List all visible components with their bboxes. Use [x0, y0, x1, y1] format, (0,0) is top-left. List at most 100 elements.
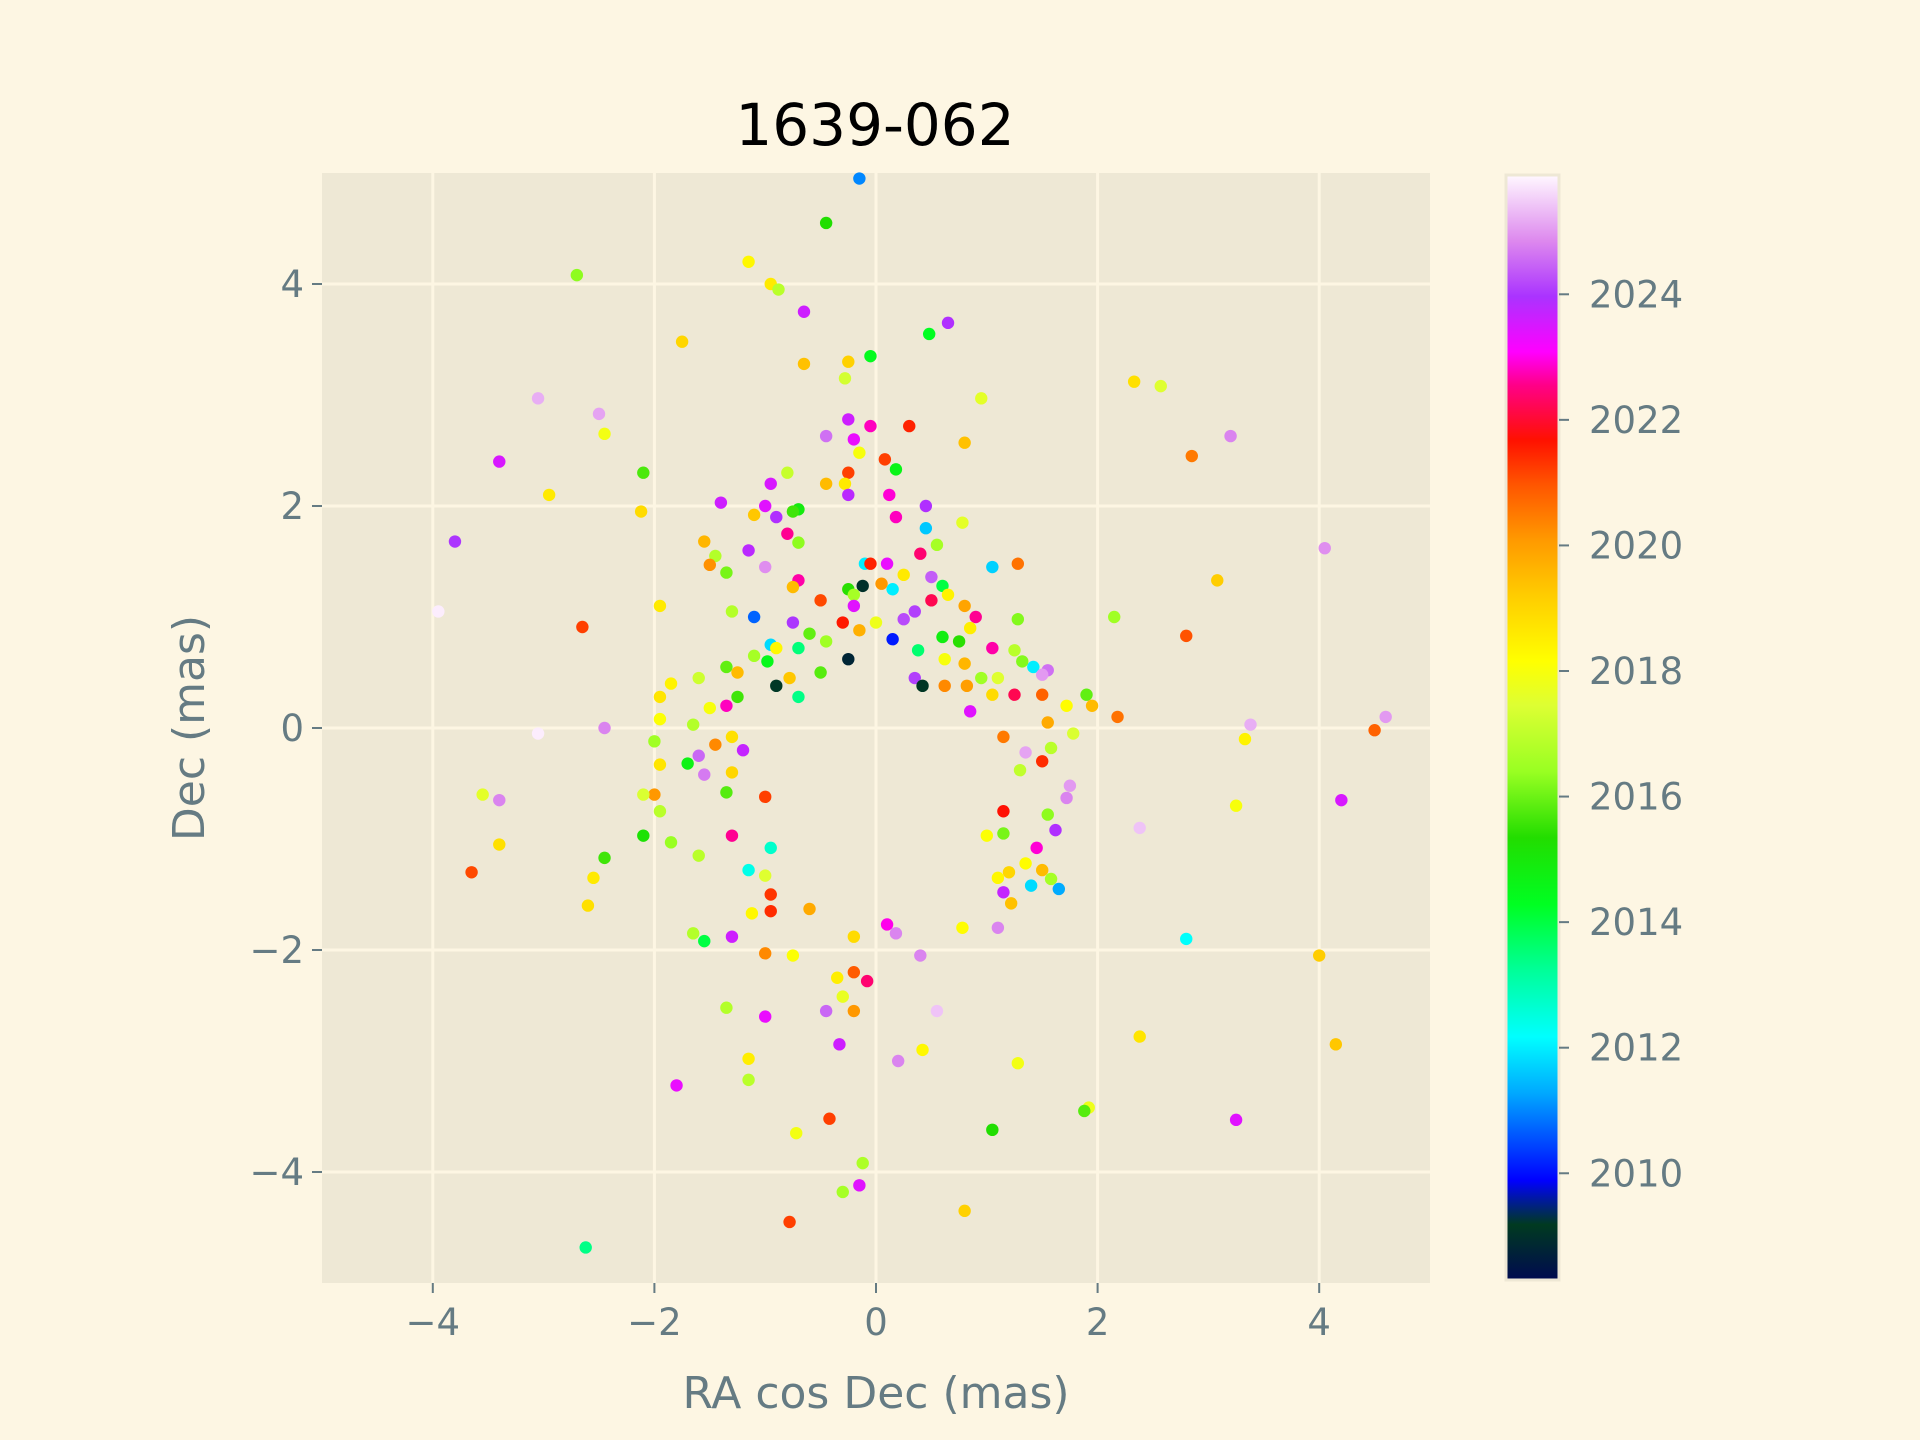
scatter-point [819, 477, 833, 490]
scatter-point [836, 990, 849, 1003]
scatter-point [1180, 932, 1193, 946]
scatter-point [653, 712, 667, 726]
scatter-point [997, 886, 1010, 899]
scatter-point [842, 413, 855, 426]
scatter-point [692, 849, 705, 862]
scatter-point [914, 547, 927, 560]
scatter-point [897, 613, 910, 626]
scatter-point [842, 488, 855, 502]
scatter-point [725, 829, 739, 842]
scatter-point [975, 671, 988, 685]
scatter-point [731, 666, 744, 679]
scatter-point [842, 355, 855, 368]
scatter-point [838, 477, 852, 490]
colorbar-tick-label: 2016 [1589, 776, 1683, 819]
scatter-point [986, 1123, 999, 1137]
scatter-point [720, 786, 733, 799]
scatter-point [880, 918, 894, 931]
scatter-point [759, 1010, 772, 1023]
scatter-point [916, 679, 929, 693]
scatter-point [889, 927, 903, 940]
scatter-point [1049, 823, 1062, 837]
scatter-point [936, 630, 949, 644]
scatter-point [1063, 779, 1077, 792]
scatter-point [703, 558, 716, 572]
scatter-point [1229, 1113, 1243, 1127]
scatter-point [742, 1052, 755, 1065]
scatter-point [847, 599, 861, 613]
scatter-point [725, 930, 739, 943]
scatter-point [1080, 688, 1093, 701]
scatter-point [838, 372, 852, 385]
y-tick-label: −2 [249, 929, 304, 972]
scatter-point [1016, 655, 1029, 668]
scatter-point [792, 690, 805, 704]
scatter-point [664, 836, 678, 849]
scatter-point [869, 616, 883, 629]
scatter-point [831, 971, 844, 984]
scatter-point [476, 788, 489, 801]
y-axis-ticks: −4 −2 0 2 4 [249, 263, 322, 1194]
scatter-point [1041, 808, 1054, 821]
scatter-point [781, 466, 794, 479]
scatter-point [1008, 688, 1021, 701]
scatter-point [637, 466, 650, 479]
scatter-point [448, 535, 462, 548]
scatter-point [681, 757, 694, 770]
scatter-point [648, 735, 661, 748]
scatter-point [847, 588, 861, 601]
colorbar-tick-label: 2024 [1589, 273, 1683, 316]
scatter-point [772, 283, 785, 296]
scatter-point [598, 851, 611, 865]
scatter-point [581, 899, 595, 912]
scatter-point [1238, 732, 1252, 746]
scatter-point [797, 305, 811, 318]
colorbar-tick-label: 2014 [1589, 901, 1683, 944]
colorbar-ticks: 2010 2012 2014 2016 2018 2020 2022 2024 [1559, 273, 1683, 1195]
scatter-point [637, 788, 650, 801]
scatter-point [1030, 841, 1043, 855]
scatter-point [1108, 610, 1121, 624]
scatter-point [770, 679, 783, 693]
scatter-point [783, 1215, 796, 1229]
scatter-point [770, 641, 783, 655]
scatter-point [579, 1241, 592, 1254]
colorbar-tick-label: 2010 [1589, 1152, 1683, 1195]
scatter-point [1044, 872, 1058, 886]
scatter-point [936, 579, 949, 593]
scatter-point [864, 419, 877, 433]
scatter-point [853, 172, 866, 185]
scatter-point [698, 768, 711, 781]
scatter-point [725, 605, 739, 618]
scatter-point [759, 499, 772, 513]
y-tick-label: 4 [280, 263, 304, 306]
scatter-point [1008, 644, 1021, 657]
scatter-point [1036, 668, 1049, 681]
scatter-point [747, 649, 761, 663]
colorbar-tick-label: 2018 [1589, 650, 1683, 693]
scatter-point [997, 805, 1010, 818]
scatter-point [956, 921, 969, 934]
x-tick-label: −2 [627, 1301, 682, 1344]
scatter-point [598, 427, 611, 441]
scatter-point [742, 863, 755, 877]
scatter-point [1024, 879, 1038, 892]
scatter-point [670, 1079, 683, 1092]
scatter-point [781, 527, 794, 540]
scatter-point [886, 583, 899, 596]
scatter-point [576, 620, 589, 634]
scatter-point [736, 744, 750, 757]
scatter-point [703, 701, 716, 715]
scatter-point [1133, 1030, 1146, 1043]
scatter-point [1127, 375, 1141, 388]
x-tick-label: 4 [1307, 1301, 1331, 1344]
scatter-point [686, 927, 700, 940]
scatter-point [847, 966, 861, 979]
scatter-point [903, 419, 916, 433]
scatter-point [836, 1185, 849, 1199]
scatter-point [675, 335, 689, 348]
scatter-point [790, 1126, 803, 1140]
scatter-point [759, 560, 772, 574]
scatter-point [542, 488, 556, 502]
scatter-point [1060, 699, 1073, 712]
